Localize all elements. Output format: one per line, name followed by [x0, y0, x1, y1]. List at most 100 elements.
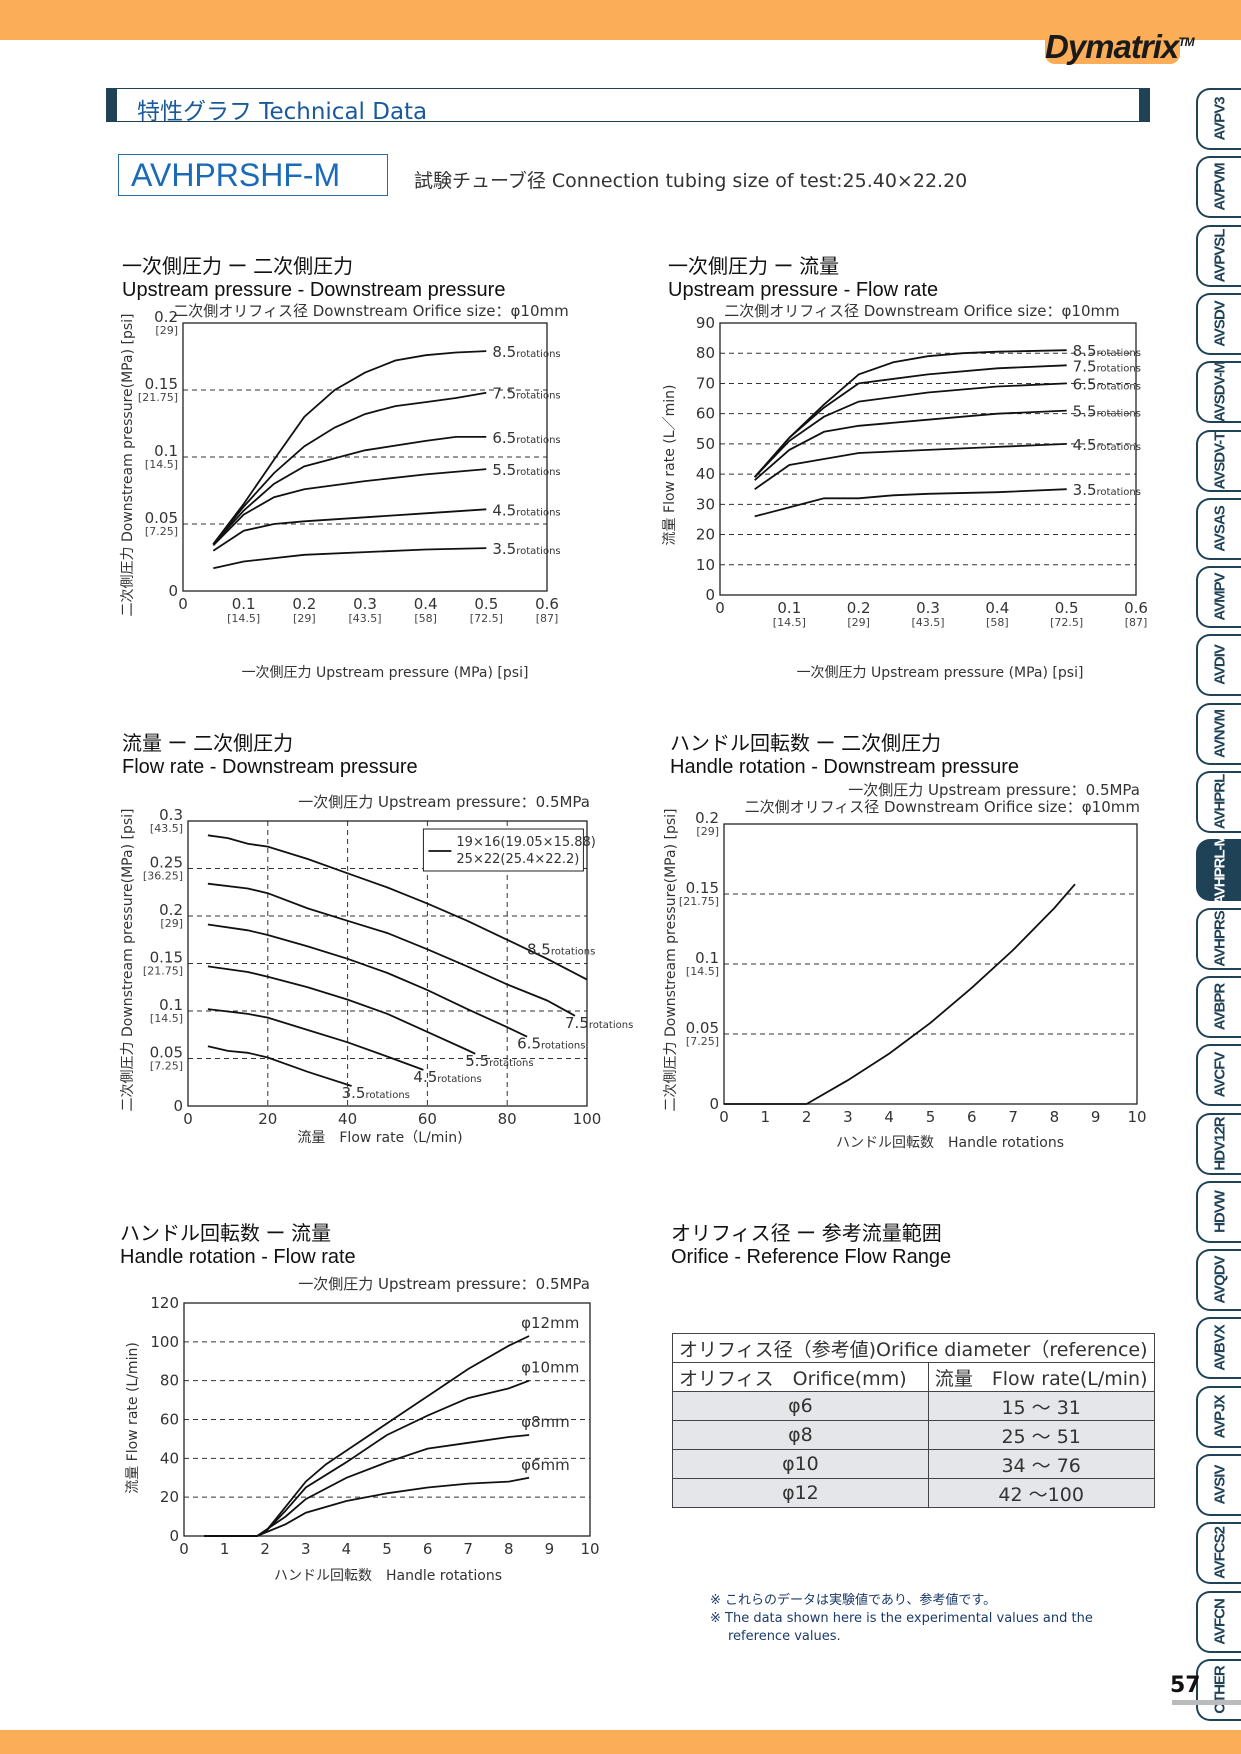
y-tick-label: 50	[696, 435, 715, 453]
sidebar-tab-other[interactable]: OTHER	[1196, 1658, 1241, 1721]
page-number: 57	[1170, 1673, 1201, 1698]
sidebar-tab-avpvsl[interactable]: AVPVSL	[1196, 224, 1241, 287]
sidebar-tab-hdvw[interactable]: HDVW	[1196, 1180, 1241, 1243]
y-tick-psi: [21.75]	[679, 895, 719, 908]
sidebar-tab-avsas[interactable]: AVSAS	[1196, 497, 1241, 560]
series-label: 8.5rotations	[527, 941, 595, 959]
series-line-3.5	[213, 547, 487, 570]
series-line-3.5	[207, 1045, 352, 1087]
tab-label: AVSAS	[1211, 506, 1228, 552]
sidebar-tab-avhprl-m[interactable]: AVHPRL-M	[1196, 835, 1241, 905]
sidebar-tab-avfcn[interactable]: AVFCN	[1196, 1590, 1241, 1653]
series-label-value: 6.5	[517, 1035, 541, 1053]
tab-label: AVBPR	[1211, 983, 1228, 1031]
x-tick-label: 6	[967, 1108, 977, 1126]
y-tick-label: 0.25	[150, 854, 183, 872]
x-tick-label: 0.6	[1124, 599, 1148, 617]
x-tick-label: 10	[580, 1540, 599, 1558]
sidebar-tab-avpjx[interactable]: AVPJX	[1196, 1385, 1241, 1448]
tab-label: AVFCN	[1211, 1598, 1228, 1645]
x-tick-label: 5	[382, 1540, 392, 1558]
tab-label: OTHER	[1211, 1666, 1228, 1714]
sidebar-tab-avpvm[interactable]: AVPVM	[1196, 156, 1241, 219]
chart-3: 0 0.05[7.25] 0.1[14.5] 0.15[21.75] 0.2[29] 0.…	[120, 793, 633, 1146]
y-tick-label: 100	[150, 1333, 179, 1351]
sidebar-tab-avqdv[interactable]: AVQDV	[1196, 1249, 1241, 1312]
sidebar-tab-avsiv[interactable]: AVSIV	[1196, 1454, 1241, 1516]
table-row: φ12 42 ～100	[672, 1478, 1155, 1508]
x-axis-title: 一次側圧力 Upstream pressure (MPa) [psi]	[242, 665, 529, 681]
sidebar-tab-avfcs2[interactable]: AVFCS2	[1196, 1522, 1241, 1585]
series-label: 4.5rotations	[1073, 436, 1141, 454]
series-label-value: 6.5	[492, 429, 516, 447]
cell: φ8	[672, 1420, 929, 1450]
y-tick-label: 0	[168, 582, 178, 600]
sidebar-tab-avnvm[interactable]: AVNVM	[1196, 702, 1241, 765]
chart-condition-note: 一次側圧力 Upstream pressure：0.5MPa	[298, 1275, 590, 1293]
sidebar-tab-avsdv-t[interactable]: AVSDV-T	[1196, 429, 1241, 492]
series-label-unit: rotations	[516, 507, 560, 518]
y-tick-label: 0	[709, 1095, 719, 1113]
chart5-title: ハンドル回転数 ー 流量 Handle rotation - Flow rate	[120, 1217, 356, 1269]
series-line-φ6mm	[204, 1476, 530, 1537]
series-line-5.5	[754, 409, 1067, 481]
y-tick-label: 0.3	[159, 806, 183, 824]
y-tick-psi: [7.25]	[686, 1035, 719, 1048]
x-tick-label: 10	[1127, 1108, 1146, 1126]
x-tick-psi: [29]	[847, 616, 870, 629]
y-axis-title: 二次側圧力 Downstream pressure(MPa) [psi]	[120, 314, 136, 617]
legend-box	[422, 828, 584, 872]
sidebar-tab-avsdv[interactable]: AVSDV	[1196, 292, 1241, 355]
x-axis-title: ハンドル回転数 Handle rotations	[274, 1568, 502, 1584]
sidebar-tab-avsdv-m[interactable]: AVSDV-M	[1196, 361, 1241, 424]
orifice-title-en: Orifice - Reference Flow Range	[671, 1246, 952, 1268]
y-tick-psi: [43.5]	[150, 822, 183, 835]
y-tick-psi: [21.75]	[138, 391, 178, 404]
plot-frame	[187, 820, 588, 1107]
x-tick-label: 60	[418, 1110, 437, 1128]
sidebar-tab-avhprs[interactable]: AVHPRS	[1196, 907, 1241, 970]
y-tick-psi: [21.75]	[143, 965, 183, 978]
series-label-value: 7.5	[565, 1014, 589, 1032]
sidebar-tab-avbpr[interactable]: AVBPR	[1196, 975, 1241, 1038]
tab-label: HDV12R	[1211, 1116, 1228, 1171]
cell: 34 ～ 76	[927, 1449, 1155, 1479]
series-label-unit: rotations	[1097, 487, 1141, 498]
series-label-value: 5.5	[465, 1052, 489, 1070]
cell: φ10	[672, 1449, 929, 1479]
series-label-unit: rotations	[516, 546, 560, 557]
series-label-unit: rotations	[589, 1020, 633, 1031]
chart5-title-jp: ハンドル回転数 ー 流量	[120, 1223, 332, 1245]
chart3-title-en: Flow rate - Downstream pressure	[122, 756, 418, 778]
y-tick-psi: [36.25]	[143, 870, 183, 883]
sidebar-tab-avmpv[interactable]: AVMPV	[1196, 566, 1241, 629]
y-tick-label: 40	[160, 1449, 179, 1467]
y-tick-label: 80	[160, 1372, 179, 1390]
series-label: 6.5rotations	[1073, 375, 1141, 393]
y-tick-label: 0.15	[145, 375, 178, 393]
note-en: ※ The data shown here is the experimenta…	[710, 1611, 1093, 1626]
y-tick-psi: [29]	[160, 917, 183, 930]
x-tick-label: 8	[1050, 1108, 1060, 1126]
x-axis-title: 一次側圧力 Upstream pressure (MPa) [psi]	[797, 665, 1084, 681]
series-label: φ12mm	[521, 1314, 579, 1332]
sidebar-tab-avhprl[interactable]: AVHPRL	[1196, 771, 1241, 833]
page-number-underline	[1172, 1700, 1241, 1705]
series-label-unit: rotations	[1097, 381, 1141, 392]
x-tick-label: 3	[301, 1540, 311, 1558]
chart-condition-note: 二次側オリフィス径 Downstream Orifice size：φ10mm	[745, 798, 1140, 816]
series-label: 3.5rotations	[492, 540, 560, 558]
sidebar-tab-avcfv[interactable]: AVCFV	[1196, 1044, 1241, 1107]
series-line-7.5	[212, 391, 487, 545]
sidebar-tab-avdiv[interactable]: AVDIV	[1196, 634, 1241, 697]
x-tick-label: 0.3	[353, 595, 377, 613]
y-tick-label: 0	[173, 1097, 183, 1115]
series-line-8.5	[207, 834, 588, 981]
x-tick-psi: [14.5]	[773, 616, 806, 629]
sidebar-tab-avbvx[interactable]: AVBVX	[1196, 1317, 1241, 1380]
sidebar-tab-hdv12r[interactable]: HDV12R	[1196, 1112, 1241, 1175]
sidebar-tab-avpv3[interactable]: AVPV3	[1196, 88, 1241, 150]
x-tick-label: 9	[1091, 1108, 1101, 1126]
x-tick-label: 0.2	[292, 595, 316, 613]
cell: 42 ～100	[927, 1478, 1155, 1508]
